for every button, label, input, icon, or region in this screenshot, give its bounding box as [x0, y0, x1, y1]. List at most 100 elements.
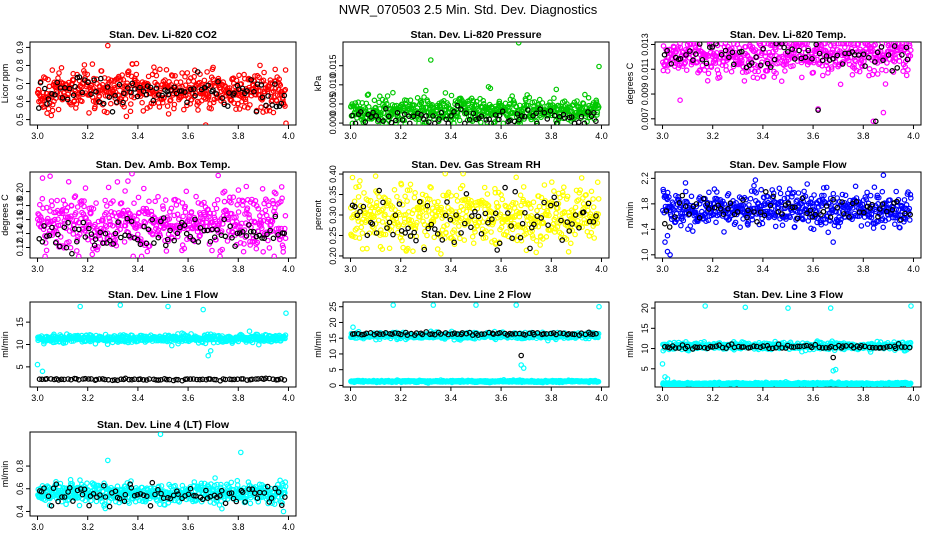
data-point [704, 78, 711, 84]
data-point [414, 95, 421, 101]
data-point [163, 242, 169, 249]
data-point [152, 198, 159, 205]
data-point [858, 223, 865, 229]
scatter-points [34, 302, 289, 384]
data-point [265, 338, 272, 344]
x-tick-label: 3.8 [545, 131, 558, 141]
data-point [271, 253, 277, 258]
data-point [813, 42, 819, 48]
y-tick-label: 0.005 [328, 93, 338, 116]
data-point [426, 119, 432, 125]
data-point [767, 202, 774, 209]
data-point [380, 206, 386, 212]
data-point [492, 210, 499, 217]
data-point [373, 336, 379, 343]
data-point [228, 199, 234, 206]
data-point [891, 221, 898, 228]
data-point [102, 230, 109, 237]
data-point [278, 184, 285, 190]
data-point [686, 47, 692, 54]
data-point [376, 194, 382, 200]
data-point [538, 194, 545, 201]
data-point [827, 214, 834, 221]
data-point [478, 231, 485, 237]
data-point [433, 213, 440, 219]
data-point [265, 86, 272, 92]
data-point [754, 219, 760, 225]
data-point [373, 230, 380, 236]
data-point [787, 214, 794, 221]
data-point [140, 108, 147, 114]
data-point [160, 206, 167, 212]
data-point [253, 108, 260, 115]
data-point [518, 237, 525, 244]
data-point [728, 68, 735, 75]
data-point [593, 118, 599, 125]
data-point [677, 42, 683, 47]
outlier-point [553, 86, 560, 93]
data-point [519, 220, 526, 227]
data-point [36, 236, 43, 242]
data-point [559, 189, 566, 196]
data-point [744, 53, 751, 60]
data-point [755, 68, 762, 75]
data-point [794, 215, 801, 222]
data-point [201, 77, 208, 84]
x-tick-label: 3.6 [182, 393, 195, 403]
data-point [460, 172, 466, 177]
data-point [903, 202, 910, 208]
data-point [44, 215, 51, 222]
data-point [237, 240, 244, 246]
chart-title: Stan. Dev. Line 2 Flow [421, 289, 532, 301]
data-point [280, 244, 287, 251]
data-point [48, 112, 55, 119]
data-point [140, 88, 147, 95]
data-point [272, 66, 279, 73]
data-point [805, 45, 812, 52]
outlier-point [515, 42, 522, 46]
y-tick-label: 5 [328, 367, 338, 372]
y-tick-label: 0.6 [15, 95, 25, 108]
data-point [753, 190, 760, 196]
data-point [488, 229, 494, 235]
data-point [242, 234, 249, 240]
data-point [511, 118, 518, 125]
data-point [378, 110, 384, 116]
data-point [175, 233, 181, 240]
data-point [168, 205, 175, 212]
data-point [358, 224, 365, 231]
y-tick-label: 0.20 [328, 247, 338, 265]
data-point [489, 209, 496, 216]
data-point [139, 99, 145, 106]
data-point [903, 44, 910, 51]
data-point [553, 201, 560, 207]
outlier-point [117, 302, 124, 308]
data-point [770, 190, 777, 197]
data-point [192, 216, 198, 223]
data-point [49, 224, 55, 231]
data-point [720, 211, 727, 218]
data-point [522, 210, 528, 216]
outlier-point [815, 107, 821, 113]
data-point [470, 110, 477, 117]
data-point [120, 99, 126, 106]
data-point [384, 225, 390, 231]
data-point [156, 104, 163, 110]
data-point [211, 234, 218, 241]
data-point [251, 88, 257, 95]
data-point [538, 215, 545, 221]
data-point [784, 48, 791, 55]
data-point [72, 83, 78, 90]
data-point [837, 219, 844, 226]
data-point [514, 111, 521, 117]
data-point [144, 83, 151, 90]
data-point [406, 187, 413, 193]
data-point [434, 246, 441, 252]
data-point [201, 227, 208, 234]
data-point [577, 187, 584, 193]
data-point [181, 106, 187, 113]
data-point [905, 67, 911, 73]
data-point [65, 179, 72, 185]
data-point [533, 249, 540, 256]
